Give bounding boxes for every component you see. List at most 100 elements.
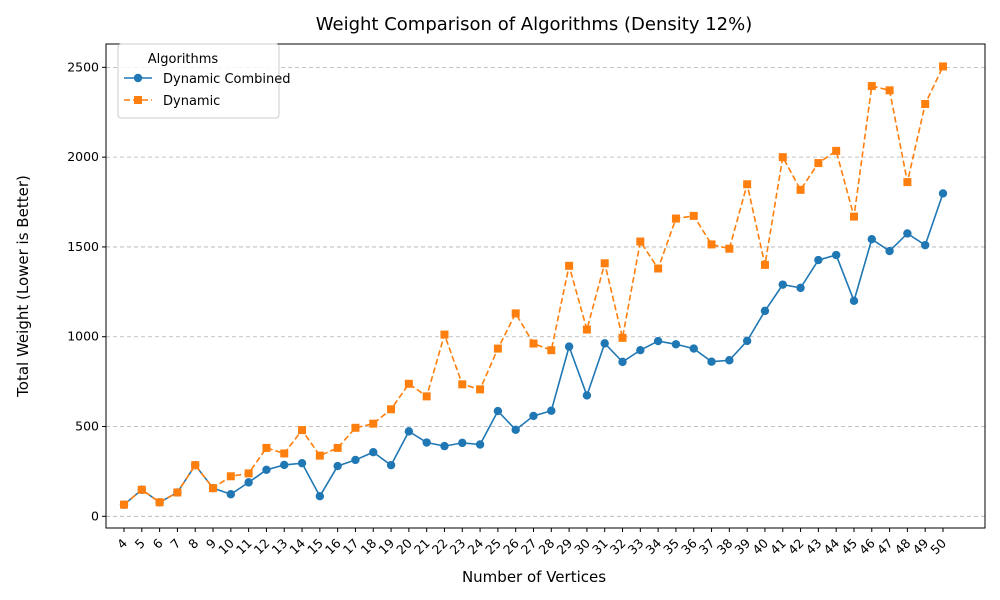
data-point xyxy=(814,159,823,168)
y-tick-label: 1000 xyxy=(67,329,99,344)
y-tick-label: 500 xyxy=(75,419,99,434)
data-point xyxy=(832,146,841,155)
data-point xyxy=(885,246,894,256)
series-layer xyxy=(119,62,948,509)
data-point xyxy=(849,212,858,221)
data-point xyxy=(280,460,289,470)
data-point xyxy=(476,385,485,394)
data-point xyxy=(671,214,680,223)
data-point xyxy=(298,426,307,435)
data-point xyxy=(707,357,716,366)
legend-box xyxy=(117,43,280,119)
data-point xyxy=(831,250,841,260)
data-point xyxy=(760,260,769,269)
data-point xyxy=(903,178,912,187)
legend-label: Dynamic Combined xyxy=(163,72,291,87)
data-point xyxy=(440,441,449,451)
data-point xyxy=(440,330,449,339)
data-point xyxy=(244,469,253,478)
data-point xyxy=(120,500,128,509)
data-point xyxy=(244,478,253,487)
data-point xyxy=(493,406,503,416)
data-point xyxy=(458,438,467,448)
data-point xyxy=(814,255,823,265)
data-point xyxy=(725,244,734,253)
data-point xyxy=(173,488,182,497)
data-point xyxy=(760,306,770,316)
data-point xyxy=(689,211,698,220)
data-point xyxy=(743,180,752,189)
data-point xyxy=(796,185,805,194)
legend-label: Dynamic xyxy=(163,94,220,109)
data-point xyxy=(636,346,645,355)
data-point xyxy=(333,443,342,452)
data-point xyxy=(742,336,752,346)
data-point xyxy=(707,240,716,249)
data-point xyxy=(939,62,947,71)
data-point xyxy=(903,229,912,238)
data-point xyxy=(315,451,324,460)
data-point xyxy=(386,460,396,470)
data-point xyxy=(137,485,146,494)
series-1 xyxy=(120,62,947,509)
data-point xyxy=(511,309,520,318)
legend-marker xyxy=(133,73,143,83)
data-point xyxy=(369,419,378,428)
data-point xyxy=(778,280,787,289)
data-point xyxy=(618,357,627,367)
data-point xyxy=(547,406,556,415)
data-point xyxy=(600,339,609,348)
data-point xyxy=(351,423,360,432)
data-point xyxy=(778,153,787,162)
data-point xyxy=(155,498,164,507)
data-point xyxy=(725,356,734,365)
data-point xyxy=(351,455,360,465)
data-point xyxy=(333,461,342,471)
x-axis-label: Number of Vertices xyxy=(462,568,606,586)
data-point xyxy=(582,391,592,400)
legend-entries: Dynamic Combined Dynamic xyxy=(124,72,291,109)
data-point xyxy=(226,472,235,481)
data-point xyxy=(654,264,663,273)
data-point xyxy=(226,490,236,499)
data-point xyxy=(369,448,378,457)
legend-entry: Dynamic Combined xyxy=(124,72,291,87)
data-point xyxy=(297,458,307,468)
data-point xyxy=(191,461,200,470)
data-point xyxy=(885,86,894,95)
data-point xyxy=(582,325,591,334)
y-tick-label: 0 xyxy=(91,508,99,523)
data-point xyxy=(867,235,876,244)
data-point xyxy=(796,283,805,293)
data-point xyxy=(280,449,289,458)
data-point xyxy=(529,411,538,421)
y-tick-label: 2000 xyxy=(67,149,99,164)
data-point xyxy=(689,344,698,353)
data-point xyxy=(404,427,414,436)
data-point xyxy=(209,484,218,493)
y-tick-label: 2500 xyxy=(67,59,99,74)
data-point xyxy=(547,346,556,355)
data-point xyxy=(387,405,396,414)
data-point xyxy=(920,240,930,250)
legend: Algorithms Dynamic Combined Dynamic xyxy=(117,43,291,119)
data-point xyxy=(565,261,574,270)
plot-frame xyxy=(105,43,986,529)
legend-title: Algorithms xyxy=(148,52,219,67)
data-point xyxy=(564,342,574,351)
data-point xyxy=(422,392,431,401)
data-point xyxy=(653,336,663,346)
data-point xyxy=(671,340,681,349)
data-point xyxy=(636,237,645,246)
legend-marker xyxy=(134,96,142,104)
data-point xyxy=(529,339,538,348)
data-point xyxy=(458,380,467,389)
data-point xyxy=(921,99,930,108)
data-point xyxy=(867,82,876,91)
data-point xyxy=(315,492,325,501)
data-point xyxy=(849,296,859,306)
data-point xyxy=(493,344,502,353)
data-point xyxy=(600,259,609,268)
data-point xyxy=(262,465,271,475)
